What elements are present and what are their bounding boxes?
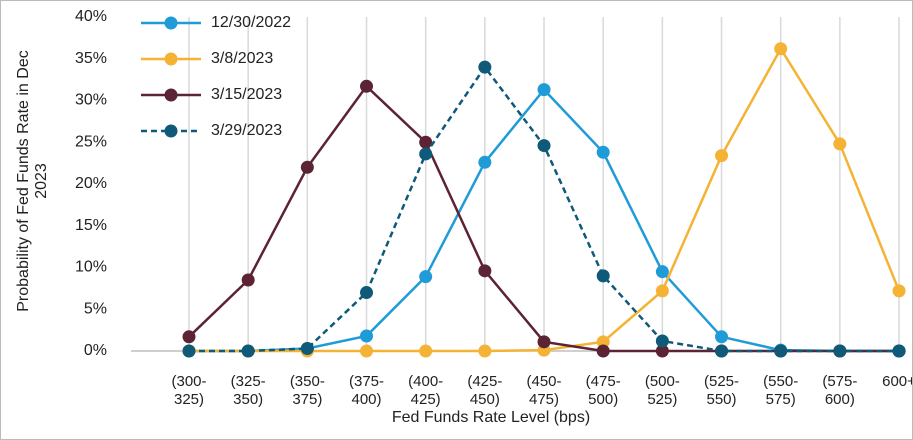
y-tick-label: 10%	[75, 259, 107, 276]
point	[655, 265, 669, 279]
point	[360, 344, 374, 358]
point	[241, 344, 255, 358]
point	[182, 330, 196, 344]
point	[596, 145, 610, 159]
y-tick-label: 20%	[75, 175, 107, 192]
point	[892, 284, 906, 298]
point	[596, 269, 610, 283]
point	[833, 344, 847, 358]
legend-label: 3/8/2023	[211, 50, 273, 67]
point	[774, 42, 788, 56]
y-tick-label: 0%	[84, 342, 107, 359]
point	[478, 60, 492, 74]
y-tick-label: 35%	[75, 50, 107, 67]
point	[360, 286, 374, 300]
y-tick-label: 5%	[84, 300, 107, 317]
x-tick-label: (425- 450)	[467, 373, 503, 408]
x-tick-label: (550- 575)	[763, 373, 799, 408]
legend-marker	[164, 124, 178, 138]
point	[537, 83, 551, 97]
x-tick-label: (400- 425)	[408, 373, 444, 408]
point	[596, 344, 610, 358]
point	[300, 341, 314, 355]
point	[478, 155, 492, 169]
x-tick-label: (300- 325)	[171, 373, 207, 408]
point	[478, 264, 492, 278]
point	[537, 335, 551, 349]
x-tick-label: (575- 600)	[822, 373, 858, 408]
y-tick-label: 15%	[75, 217, 107, 234]
point	[419, 344, 433, 358]
point	[419, 135, 433, 149]
y-tick-label: 25%	[75, 133, 107, 150]
y-tick-label: 30%	[75, 92, 107, 109]
point	[892, 344, 906, 358]
legend-marker	[164, 16, 178, 30]
legend-marker	[164, 52, 178, 66]
point	[655, 284, 669, 298]
point	[419, 270, 433, 284]
point	[774, 344, 788, 358]
x-tick-label: (350- 375)	[289, 373, 325, 408]
x-tick-label: (450- 475)	[526, 373, 562, 408]
point	[655, 344, 669, 358]
x-tick-label: (475- 500)	[585, 373, 621, 408]
x-tick-label: (325- 350)	[230, 373, 266, 408]
x-axis-label: Fed Funds Rate Level (bps)	[391, 409, 591, 426]
point	[715, 149, 729, 163]
legend-label: 3/29/2023	[211, 122, 282, 139]
point	[360, 329, 374, 343]
point	[655, 334, 669, 348]
x-tick-label: (500- 525)	[644, 373, 680, 408]
x-tick-label: (525- 550)	[704, 373, 740, 408]
point	[478, 344, 492, 358]
point	[596, 335, 610, 349]
point	[241, 273, 255, 287]
y-axis-label: Probability of Fed Funds Rate in Dec 202…	[15, 50, 50, 312]
legend-marker	[164, 88, 178, 102]
point	[182, 344, 196, 358]
y-tick-label: 40%	[75, 8, 107, 25]
legend-label: 3/15/2023	[211, 86, 282, 103]
x-tick-label: 600+	[882, 373, 913, 390]
point	[537, 139, 551, 153]
point	[360, 79, 374, 93]
point	[715, 344, 729, 358]
point	[715, 330, 729, 344]
point	[833, 137, 847, 151]
point	[300, 160, 314, 174]
legend-label: 12/30/2022	[211, 14, 291, 31]
x-tick-label: (375- 400)	[348, 373, 385, 408]
point	[419, 147, 433, 161]
